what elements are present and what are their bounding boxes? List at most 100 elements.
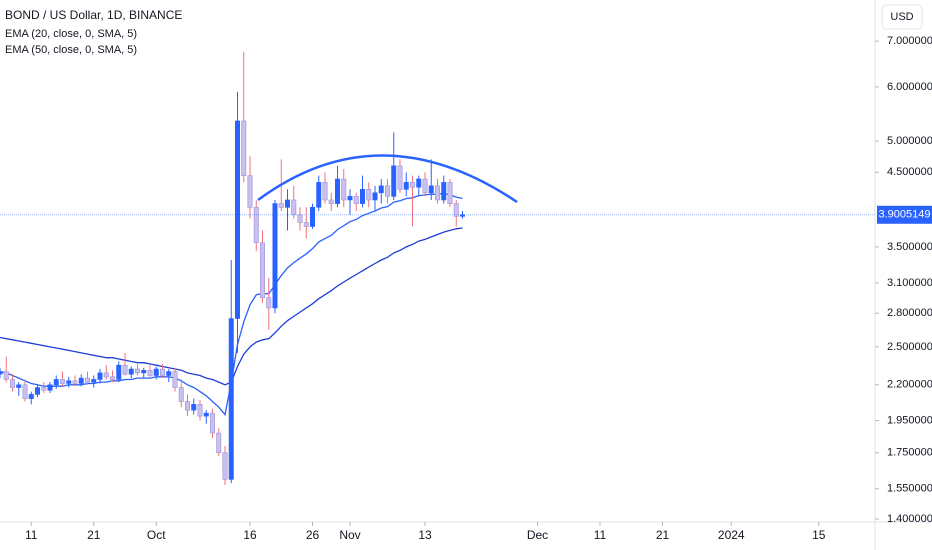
x-tick-label: Oct [147, 528, 166, 542]
candle-body [3, 371, 9, 380]
candle-body [41, 387, 47, 391]
candle-body [166, 371, 172, 376]
candle-body [122, 364, 128, 375]
price-label-box [877, 205, 932, 224]
candle-body [391, 165, 397, 197]
candle-body [384, 185, 390, 197]
candle-body [110, 376, 116, 380]
legend-entry: EMA (50, close, 0, SMA, 5) [5, 44, 137, 56]
candle-body [78, 377, 84, 384]
candle-body [47, 384, 53, 391]
x-tick-label: Nov [339, 528, 360, 542]
candle-body [216, 432, 222, 454]
y-tick-label: 2.2000000 [887, 379, 932, 391]
y-tick-label: 3.5000000 [887, 241, 932, 253]
candle-body [341, 178, 347, 201]
x-tick-label: 13 [418, 528, 432, 542]
price-label: 3.9005149 [879, 209, 931, 221]
y-tick-label: 5.0000000 [887, 135, 932, 147]
candle-body [434, 185, 440, 201]
candle-body [16, 384, 22, 388]
candle-body [366, 188, 372, 201]
candle-body [334, 178, 340, 204]
chart-title: BOND / US Dollar, 1D, BINANCE [5, 8, 182, 22]
candle-body [297, 214, 303, 223]
plot-area [0, 51, 465, 485]
y-tick-label: 1.4000000 [887, 513, 932, 525]
x-tick-label: 21 [87, 528, 101, 542]
legend-entry: EMA (20, close, 0, SMA, 5) [5, 28, 137, 40]
candle-body [303, 222, 309, 227]
y-tick-label: 4.5000000 [887, 166, 932, 178]
candle-body [322, 182, 328, 201]
candle-body [128, 368, 134, 375]
x-tick-label: 11 [594, 528, 607, 542]
x-tick-label: 16 [243, 528, 257, 542]
y-tick-label: 7.0000000 [887, 35, 932, 47]
y-tick-label: 2.8000000 [887, 307, 932, 319]
x-tick-label: 26 [306, 528, 320, 542]
candle-body [10, 379, 16, 388]
candle-body [0, 371, 3, 375]
y-tick-label: 3.1000000 [887, 277, 932, 289]
candle-body [59, 379, 65, 384]
candle-body [353, 196, 359, 204]
candle-body [278, 203, 284, 208]
candle-body [284, 199, 290, 208]
candle-body [197, 404, 203, 417]
x-tick-label: 2024 [718, 528, 745, 542]
candle-body [116, 364, 122, 380]
candle-body [53, 379, 59, 386]
candle-body [459, 214, 465, 217]
candle-body [416, 178, 422, 188]
arc-drawing [257, 154, 518, 204]
y-tick-label: 1.7500000 [887, 447, 932, 459]
candle-body [397, 165, 403, 190]
candle-body [235, 120, 241, 319]
candle-body [453, 203, 459, 217]
candle-body [28, 394, 34, 399]
candle-body [316, 182, 322, 208]
candle-body [153, 368, 159, 376]
candle-body [347, 196, 353, 201]
candle-body [185, 401, 191, 411]
candle-body [247, 175, 253, 208]
candle-body [147, 370, 153, 376]
y-tick-label: 1.9500000 [887, 415, 932, 427]
candle-body [72, 380, 78, 384]
candle-body [172, 371, 178, 388]
candle-body [372, 192, 378, 201]
candle-body [409, 182, 415, 188]
candle-body [97, 372, 103, 380]
y-tick-label: 1.5500000 [887, 483, 932, 495]
candle-body [291, 199, 297, 216]
candle-body [85, 377, 91, 383]
candle-body [378, 185, 384, 194]
candle-body [259, 242, 265, 299]
y-tick-label: 2.5000000 [887, 341, 932, 353]
candle-body [428, 185, 434, 194]
x-tick-label: 15 [812, 528, 826, 542]
candle-body [210, 412, 216, 434]
x-tick-label: 11 [25, 528, 38, 542]
candle-body [272, 203, 278, 309]
candle-body [441, 182, 447, 201]
currency-label[interactable]: USD [890, 11, 913, 23]
candle-body [141, 370, 147, 374]
candle-body [91, 379, 97, 383]
candle-body [135, 368, 141, 374]
x-tick-label: Dec [527, 528, 548, 542]
candle-body [222, 452, 228, 480]
candle-body [447, 182, 453, 204]
candle-body [66, 380, 72, 384]
candle-body [103, 372, 109, 378]
candle-body [403, 182, 409, 190]
candle-body [160, 368, 166, 376]
candle-body [178, 387, 184, 402]
candle-body [309, 206, 315, 227]
currency-button[interactable] [881, 4, 923, 30]
candle-body [34, 387, 40, 395]
candle-body [359, 188, 365, 204]
